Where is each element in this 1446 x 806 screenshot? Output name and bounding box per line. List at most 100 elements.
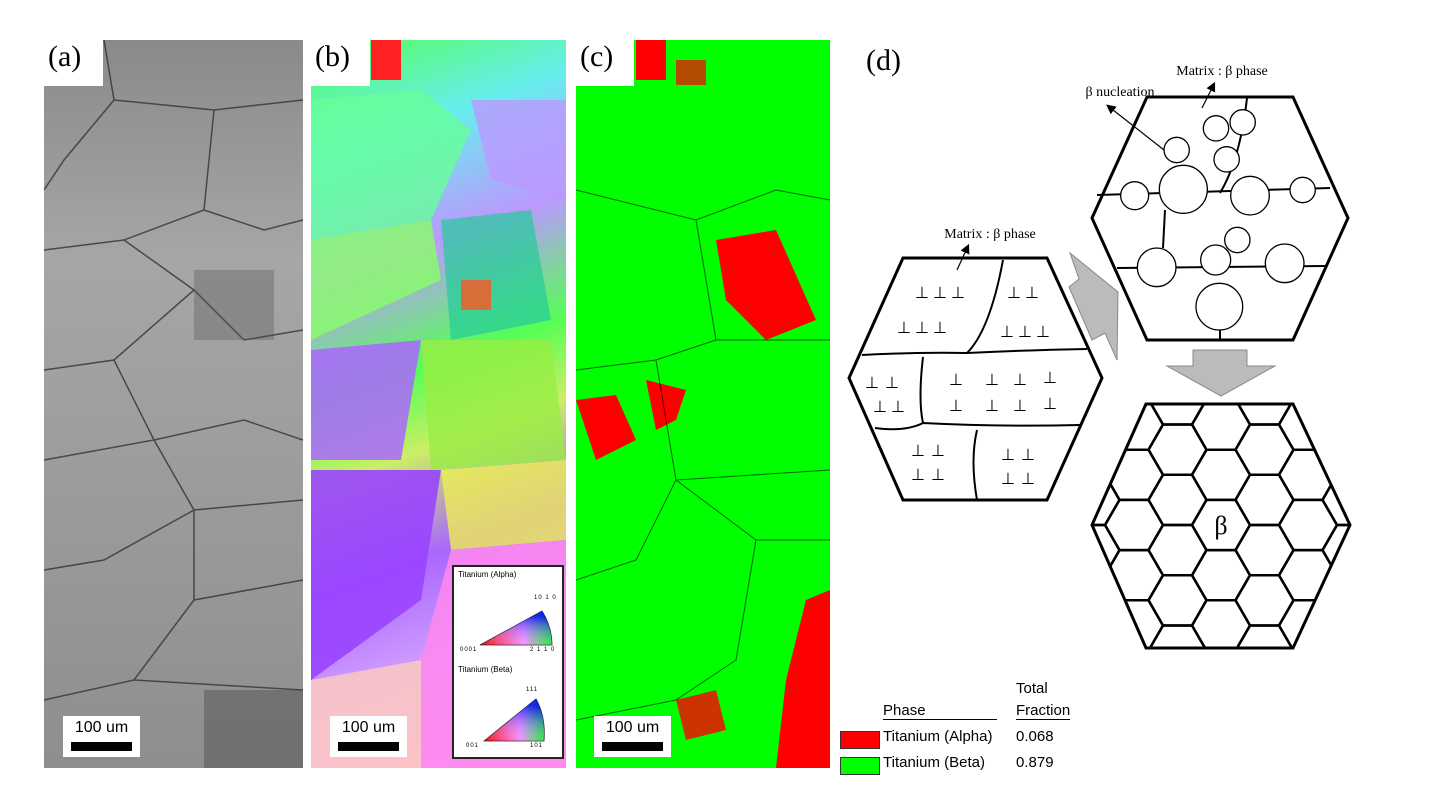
phase-map-c (576, 40, 830, 768)
beta-name: Titanium (Beta) (883, 754, 985, 771)
beta-grain-cell (1321, 523, 1350, 577)
scale-bar-a: 100 um (63, 716, 140, 757)
beta-grain-cell (1321, 404, 1350, 426)
beta-grain-cell (1190, 599, 1252, 648)
dislocation-symbol: ⊥ (951, 285, 965, 302)
beta-grain-cell (1062, 676, 1120, 726)
dislocation-symbol: ⊥ (915, 285, 929, 302)
process-arrow-down (1165, 349, 1277, 397)
matrix-label-left: Matrix : β phase (944, 227, 1036, 242)
beta-nucleus (1163, 136, 1190, 164)
beta-grain-cell (1103, 498, 1165, 552)
beta-nucleus (1158, 164, 1208, 214)
dislocation-symbol: ⊥ (933, 285, 947, 302)
scale-bar-line (602, 742, 663, 751)
beta-grain-cell (1277, 599, 1339, 648)
beta-grain-cell (1103, 599, 1165, 648)
beta-grain-cell (1234, 473, 1295, 527)
beta-grain-cell (1147, 473, 1208, 527)
deformed-grain-hexagon (847, 256, 1104, 502)
beta-grain-cell (1234, 423, 1295, 477)
dislocation-symbol: ⊥ (1043, 396, 1057, 413)
beta-nucleus (1200, 244, 1232, 276)
beta-grain-cell (1190, 404, 1252, 451)
phase-regions-c (576, 40, 830, 768)
beta-nucleus (1224, 226, 1251, 254)
alpha-name: Titanium (Alpha) (883, 728, 993, 745)
beta-nucleus (1289, 176, 1316, 204)
beta-grain-cell (1092, 523, 1121, 577)
beta-grain-cell (1149, 676, 1207, 726)
scale-bar-line (71, 742, 132, 751)
panel-label-d: (d) (866, 44, 901, 78)
dislocation-symbol: ⊥ (949, 398, 963, 415)
beta-grain-cell (1279, 651, 1337, 701)
beta-grain-cell (1192, 701, 1250, 751)
beta-grain-cell (1279, 349, 1337, 399)
beta-grain-cell (1321, 573, 1350, 627)
micrograph-a (44, 40, 303, 768)
beta-nucleus (1120, 181, 1150, 211)
beta-nucleus (1195, 282, 1244, 331)
dislocation-symbol: ⊥ (933, 320, 947, 337)
beta-grain-cell (1105, 349, 1163, 399)
beta-nuclei (1120, 109, 1316, 331)
beta-grain-cell (1190, 548, 1252, 602)
beta-grain-cell (1105, 299, 1163, 349)
nucleation-label: β nucleation (1086, 85, 1155, 100)
beta-grain-cell (1192, 349, 1250, 399)
dislocation-symbol: ⊥ (915, 320, 929, 337)
beta-grain-cell (1323, 324, 1381, 374)
ipf-beta-left: 001 (466, 743, 480, 749)
fraction-header-1: Total (1016, 680, 1048, 697)
beta-grain-label: β (1214, 511, 1227, 540)
dislocation-symbol: ⊥ (1013, 398, 1027, 415)
scale-bar-b: 100 um (330, 716, 407, 757)
dislocation-symbol: ⊥ (911, 467, 925, 484)
beta-grain-cell (1234, 573, 1295, 627)
beta-grain-cell (1190, 448, 1252, 502)
beta-grain-cell (1277, 448, 1339, 502)
dislocation-symbol: ⊥ (931, 467, 945, 484)
dislocation-symbol: ⊥ (1013, 372, 1027, 389)
recrystallized-beta-hexagon (1062, 299, 1381, 776)
dislocation-symbol: ⊥ (891, 399, 905, 416)
ipf-alpha-top: 10 1 0 (534, 595, 557, 601)
beta-grain-cell (1234, 624, 1295, 648)
beta-grain-cell (1236, 324, 1294, 374)
beta-nucleus (1264, 243, 1305, 284)
beta-grain-cell (1103, 448, 1165, 502)
scale-bar-c: 100 um (594, 716, 671, 757)
dislocation-symbol: ⊥ (865, 375, 879, 392)
beta-grain-cell (1279, 299, 1337, 349)
beta-grain-cell (1103, 404, 1165, 451)
beta-grain-cell (1149, 726, 1207, 776)
beta-grain-cell (1103, 548, 1165, 602)
dislocation-symbol: ⊥ (1036, 324, 1050, 341)
beta-grain-cell (1147, 404, 1208, 426)
beta-grain-cell (1105, 701, 1163, 751)
panel-label-c: (c) (576, 40, 634, 86)
beta-nucleus (1229, 109, 1256, 136)
beta-grain-cell (1234, 523, 1295, 577)
dislocation-symbol: ⊥ (873, 399, 887, 416)
alpha-fraction: 0.068 (1016, 728, 1054, 745)
alpha-swatch (840, 731, 880, 749)
beta-fraction: 0.879 (1016, 754, 1054, 771)
dislocation-symbol: ⊥ (1001, 447, 1015, 464)
beta-nucleus (1136, 247, 1177, 288)
ipf-alpha-title: Titanium (Alpha) (458, 570, 517, 579)
dislocation-symbol: ⊥ (1025, 285, 1039, 302)
beta-grain-cell (1092, 423, 1121, 477)
dislocation-symbol: ⊥ (985, 398, 999, 415)
process-arrow-up (1068, 251, 1119, 361)
dislocation-symbol: ⊥ (1007, 285, 1021, 302)
scale-bar-label: 100 um (74, 719, 129, 736)
ipf-triangles (479, 610, 553, 742)
beta-grain-cell (1323, 726, 1381, 776)
dislocation-symbol: ⊥ (985, 372, 999, 389)
beta-grain-cell (1321, 624, 1350, 648)
dislocation-symbol: ⊥ (1043, 370, 1057, 387)
beta-grain-cell (1321, 423, 1350, 477)
panel-label-a: (a) (44, 40, 103, 86)
